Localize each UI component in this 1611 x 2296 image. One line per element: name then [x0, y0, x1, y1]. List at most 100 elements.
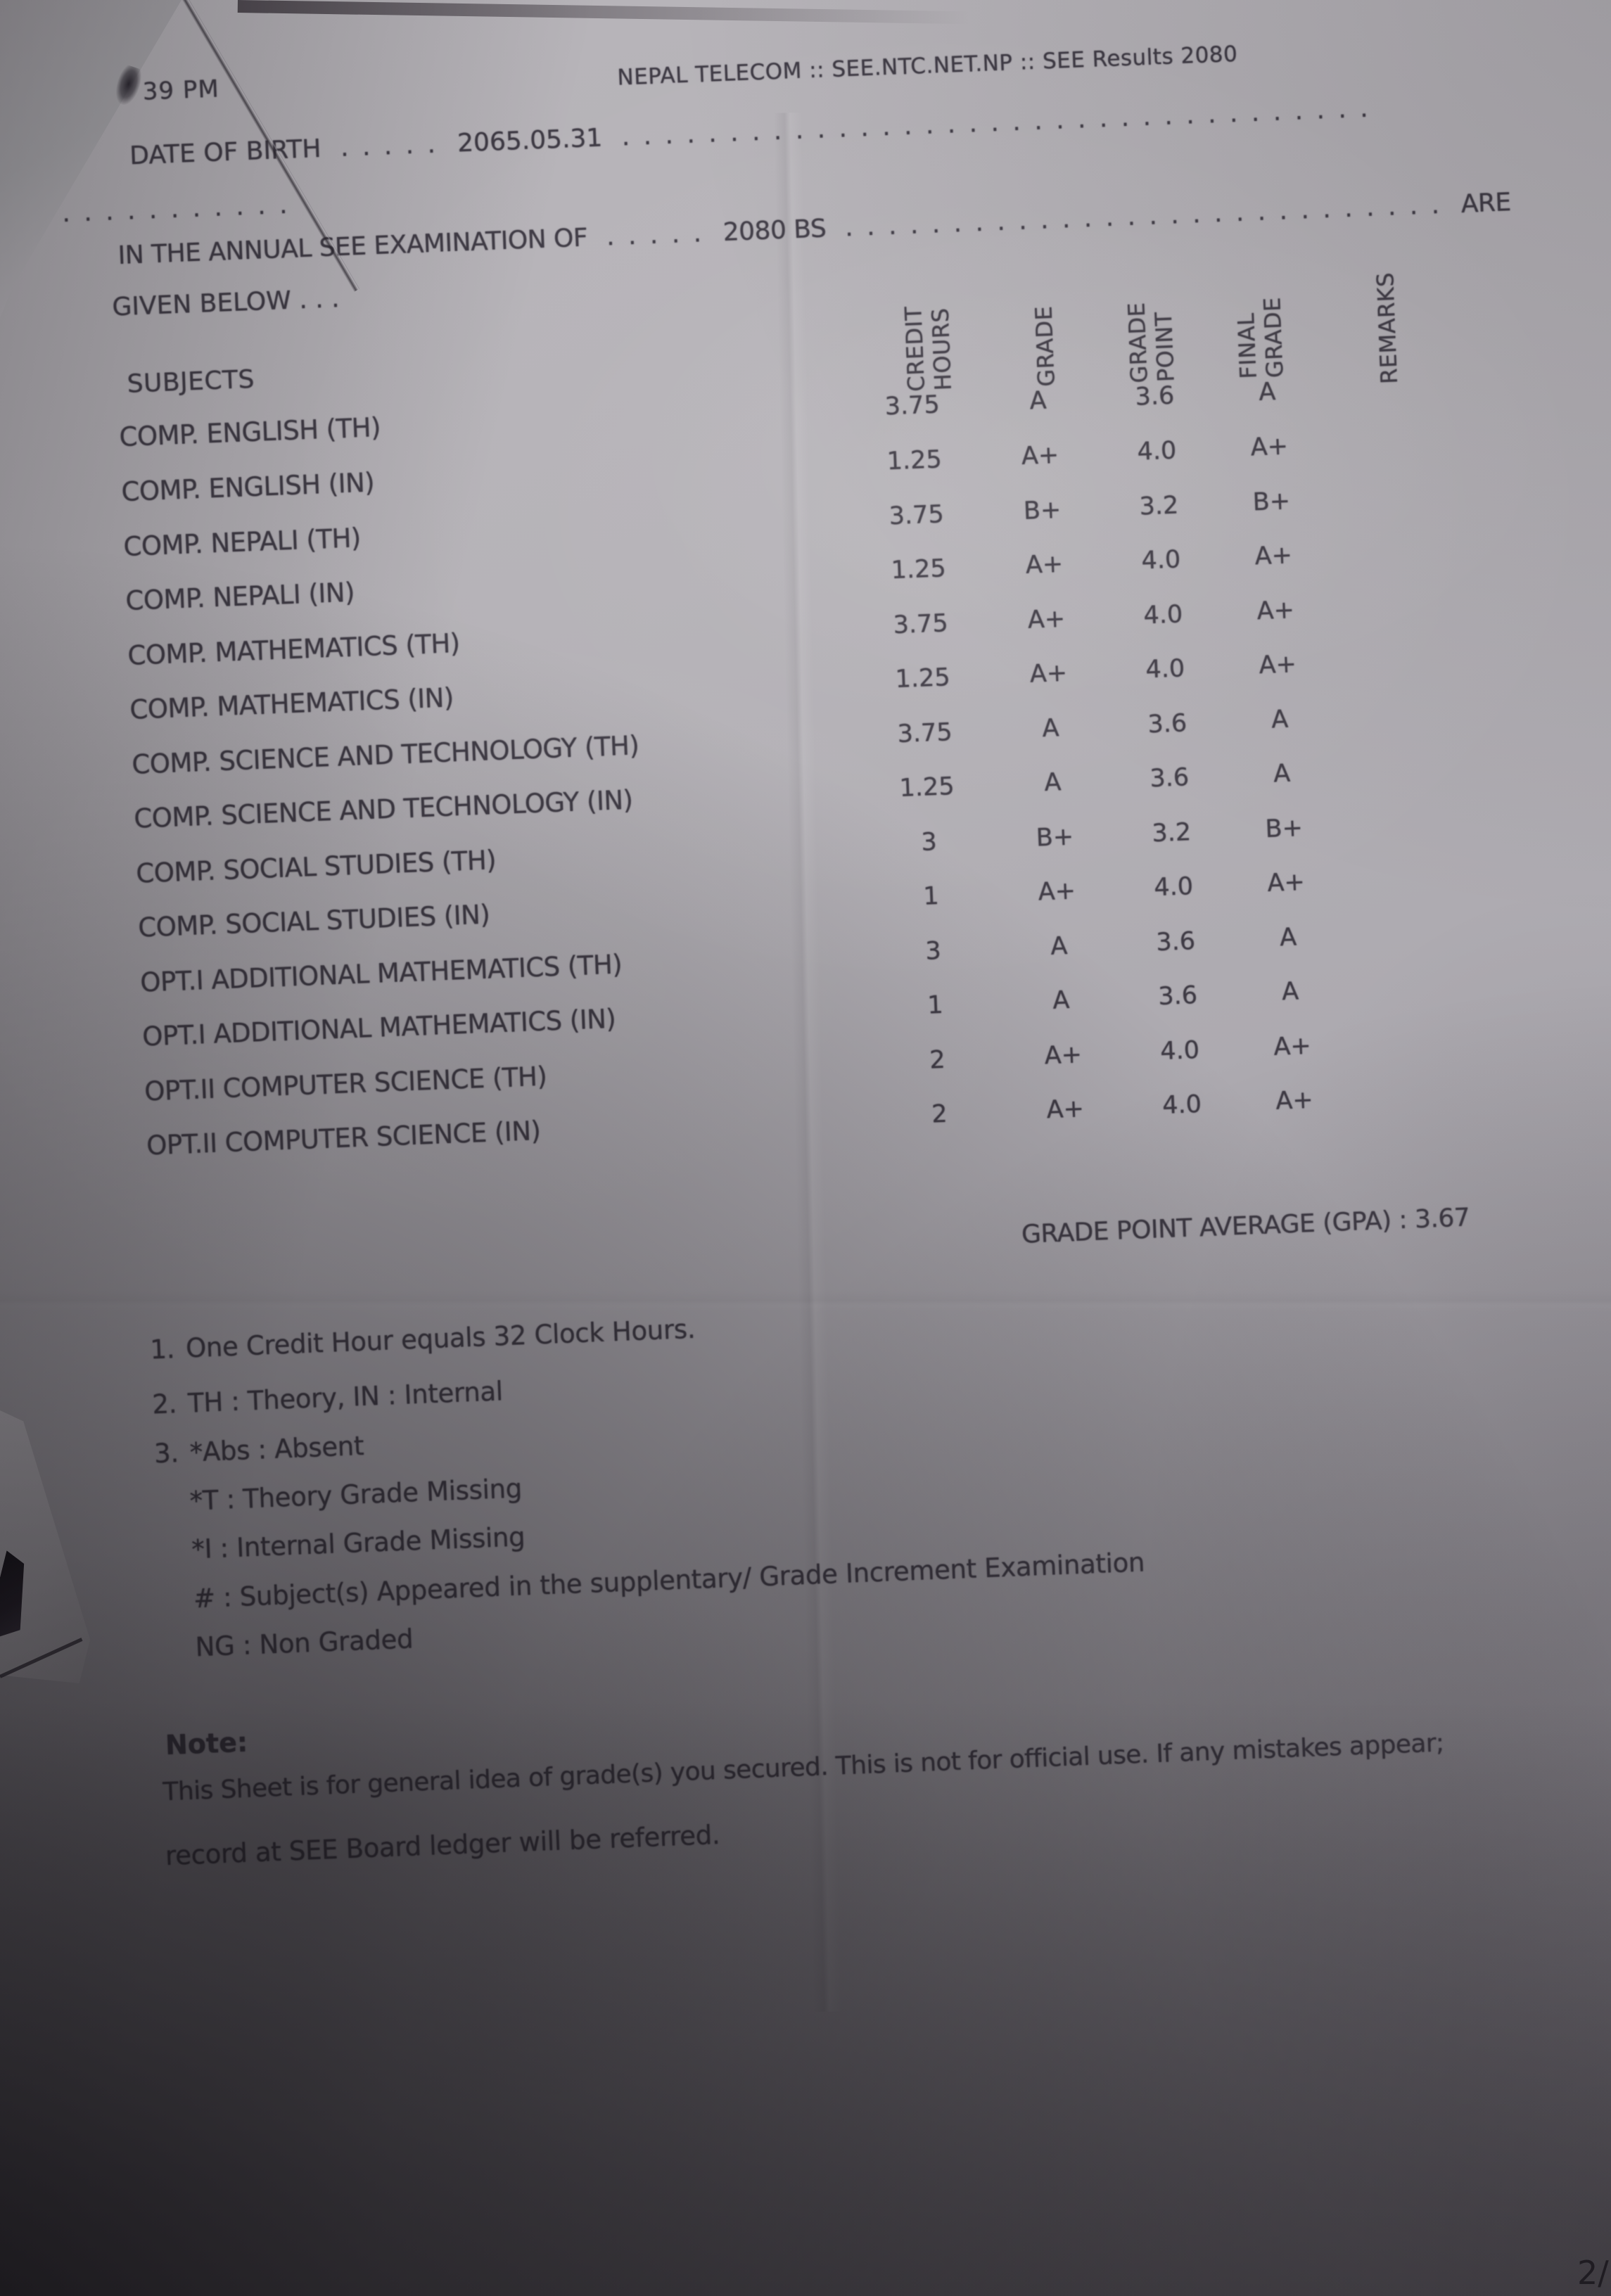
remarks-cell	[1344, 481, 1443, 485]
column-header-grade-point: GRADE POINT	[1123, 301, 1180, 384]
footnote-number: 1.	[149, 1334, 175, 1365]
grade-point-cell: 3.6	[1157, 981, 1198, 1012]
subject-cell: OPT.II COMPUTER SCIENCE (TH)	[144, 1061, 548, 1107]
subject-cell: COMP. MATHEMATICS (TH)	[127, 627, 461, 671]
final-grade-cell: A+	[1258, 650, 1297, 680]
dotted-fill: . . . . . . . . . . . . . . . . . . . . …	[844, 190, 1443, 243]
note-body-line: record at SEE Board ledger will be refer…	[165, 1819, 721, 1872]
grade-point-cell: 4.0	[1159, 1035, 1200, 1066]
grade-point-cell: 3.6	[1155, 927, 1196, 957]
remarks-cell	[1356, 808, 1455, 812]
credit-hours-cell: 1.25	[886, 445, 943, 476]
credit-hours-cell: 3.75	[884, 390, 941, 421]
subject-cell: OPT.I ADDITIONAL MATHEMATICS (TH)	[139, 949, 623, 998]
grade-cell: A	[1041, 714, 1060, 744]
subject-cell: COMP. NEPALI (TH)	[122, 523, 362, 563]
footnote-subitem: NG : Non Graded	[194, 1624, 414, 1663]
page-number-fragment: 2/	[1577, 2254, 1609, 2292]
grade-cell: A+	[1045, 1095, 1085, 1125]
remarks-cell	[1358, 862, 1457, 866]
final-grade-cell: A+	[1266, 868, 1306, 898]
grade-cell: A	[1043, 768, 1062, 798]
grade-point-cell: 4.0	[1145, 654, 1185, 684]
subject-cell: COMP. SCIENCE AND TECHNOLOGY (TH)	[131, 730, 640, 780]
exam-year-value: 2080 BS	[722, 214, 827, 248]
footnote-number: 3.	[153, 1438, 179, 1469]
grade-point-cell: 3.6	[1149, 763, 1190, 793]
final-grade-cell: A+	[1275, 1085, 1314, 1116]
note-heading: Note:	[165, 1726, 248, 1761]
grade-point-cell: 3.6	[1134, 381, 1176, 412]
subject-cell: COMP. SOCIAL STUDIES (IN)	[137, 899, 491, 943]
remarks-cell	[1361, 917, 1459, 921]
footnote-item: 3. *Abs : Absent	[153, 1431, 364, 1469]
given-below-label: GIVEN BELOW . . .	[111, 284, 340, 322]
footnote-text: One Credit Hour equals 32 Clock Hours.	[185, 1313, 696, 1364]
gpa-line: GRADE POINT AVERAGE (GPA) : 3.67	[1021, 1203, 1470, 1249]
column-header-final-grade: FINAL GRADE	[1233, 296, 1289, 380]
remarks-cell	[1348, 590, 1446, 594]
credit-hours-cell: 1	[922, 882, 940, 911]
footnote-text: TH : Theory, IN : Internal	[187, 1376, 504, 1419]
timestamp-fragment: 39 PM	[142, 75, 220, 106]
dob-label: DATE OF BIRTH	[129, 134, 322, 171]
final-grade-cell: A+	[1249, 432, 1289, 462]
credit-hours-cell: 1.25	[898, 772, 955, 803]
footnote-item: 2. TH : Theory, IN : Internal	[152, 1376, 504, 1420]
column-header-grade: GRADE	[1030, 305, 1060, 388]
exam-label: IN THE ANNUAL SEE EXAMINATION OF	[117, 223, 588, 271]
grade-cell: A+	[1025, 549, 1064, 580]
grade-point-cell: 4.0	[1161, 1090, 1202, 1121]
grade-cell: A+	[1038, 876, 1076, 907]
grade-cell: B+	[1036, 822, 1074, 853]
remarks-cell	[1365, 1026, 1463, 1030]
subject-cell: OPT.II COMPUTER SCIENCE (IN)	[146, 1115, 542, 1161]
subject-cell: COMP. MATHEMATICS (IN)	[129, 682, 454, 725]
credit-hours-cell: 1	[927, 990, 944, 1020]
grade-point-cell: 4.0	[1142, 600, 1183, 630]
footnote-item: 1. One Credit Hour equals 32 Clock Hours.	[150, 1314, 696, 1365]
note-body-line: This Sheet is for general idea of grade(…	[162, 1728, 1445, 1807]
final-grade-cell: A+	[1273, 1031, 1312, 1061]
dotted-fill: . . . . .	[606, 219, 705, 252]
subject-cell: COMP. SCIENCE AND TECHNOLOGY (IN)	[133, 784, 634, 834]
final-grade-cell: B+	[1252, 487, 1291, 517]
credit-hours-cell: 3	[924, 936, 942, 966]
subject-cell: OPT.I ADDITIONAL MATHEMATICS (IN)	[141, 1003, 617, 1052]
credit-hours-cell: 2	[929, 1045, 946, 1075]
column-header-subjects: SUBJECTS	[126, 364, 255, 399]
dotted-fill: . . . . . . . . . . . . . . . . . . . . …	[620, 94, 1372, 152]
final-grade-cell: A	[1281, 977, 1299, 1007]
remarks-cell	[1354, 753, 1453, 757]
dotted-fill-wrap: . . . . . . . . . . . .	[39, 190, 291, 229]
credit-hours-cell: 3.75	[892, 609, 949, 640]
footnote-text: *Abs : Absent	[189, 1430, 364, 1468]
remarks-cell	[1342, 426, 1441, 430]
credit-hours-cell: 3.75	[889, 500, 945, 531]
footnote-subitem: *I : Internal Grade Missing	[191, 1522, 526, 1565]
grade-point-cell: 3.6	[1147, 709, 1187, 739]
final-grade-cell: A	[1271, 705, 1289, 734]
grade-point-cell: 3.2	[1138, 491, 1180, 521]
grade-point-cell: 4.0	[1153, 872, 1194, 903]
grade-cell: A	[1050, 932, 1069, 961]
subject-cell: COMP. ENGLISH (IN)	[120, 467, 375, 508]
credit-hours-cell: 3.75	[896, 718, 953, 749]
grade-point-cell: 4.0	[1140, 545, 1182, 575]
remarks-cell	[1346, 535, 1444, 539]
final-grade-cell: A+	[1254, 541, 1293, 571]
grade-cell: A	[1052, 986, 1071, 1015]
dotted-fill: . . . . .	[340, 129, 439, 162]
column-header-remarks: REMARKS	[1371, 272, 1403, 385]
remarks-cell	[1350, 644, 1448, 648]
date-of-birth-line: DATE OF BIRTH . . . . . 2065.05.31 . . .…	[129, 94, 1372, 171]
exam-line: IN THE ANNUAL SEE EXAMINATION OF . . . .…	[117, 188, 1512, 270]
final-grade-cell: A	[1258, 378, 1277, 407]
subject-cell: COMP. ENGLISH (TH)	[118, 412, 381, 453]
remarks-cell	[1352, 699, 1451, 703]
grade-cell: A+	[1029, 658, 1068, 689]
grade-cell: A	[1029, 386, 1048, 416]
final-grade-cell: A	[1279, 923, 1297, 952]
